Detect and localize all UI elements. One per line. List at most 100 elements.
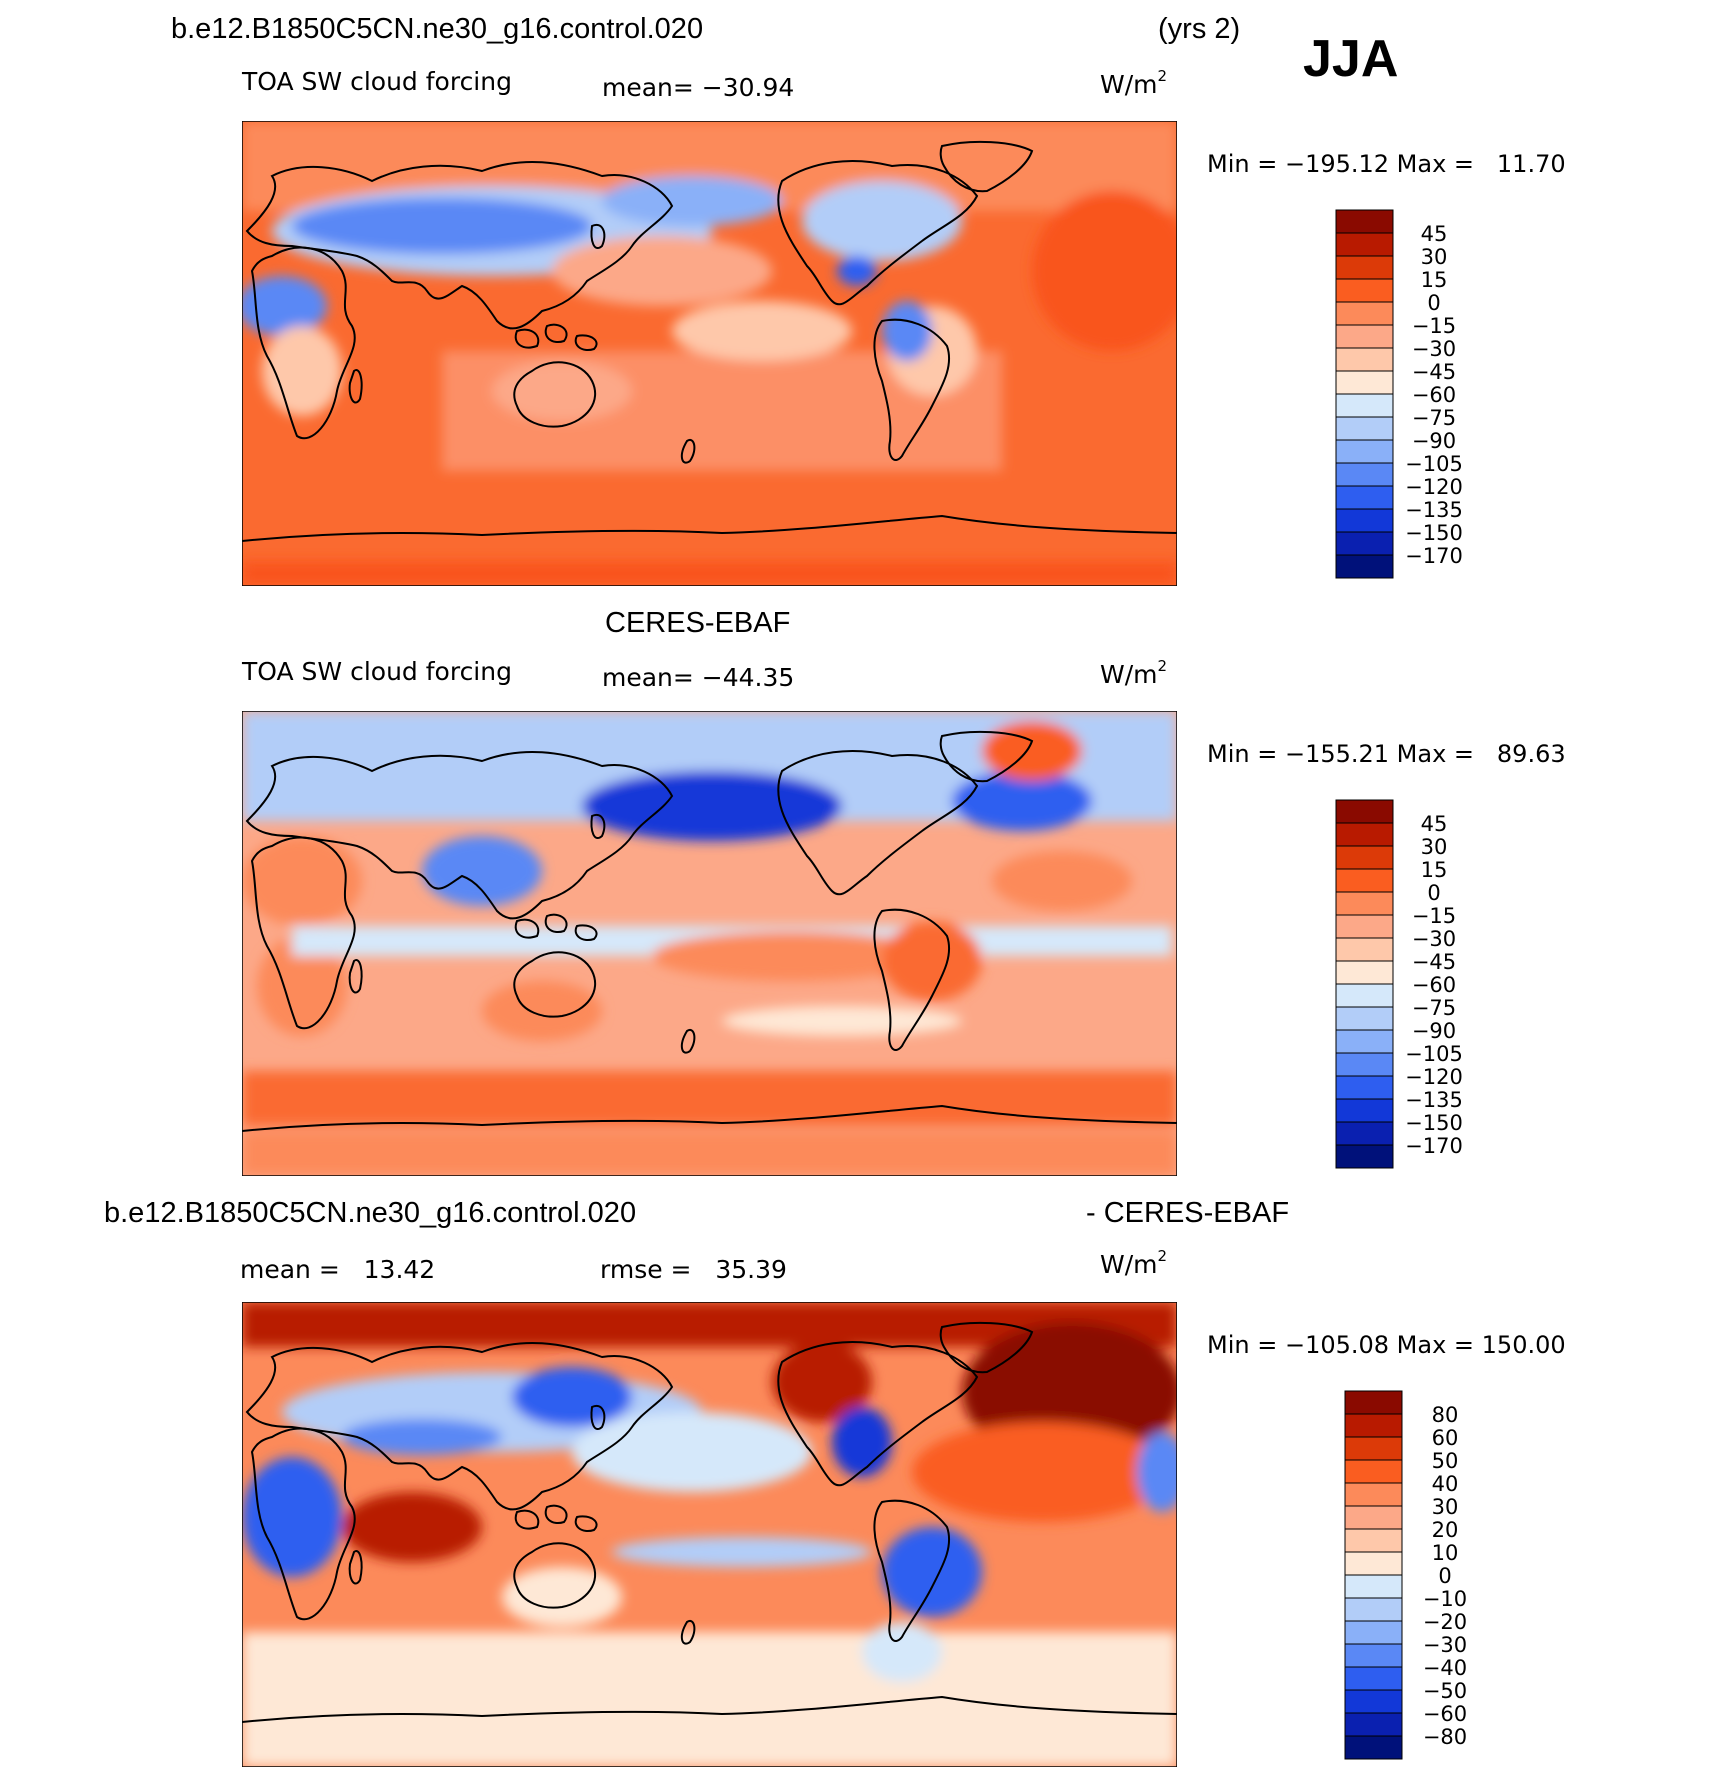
colorbar-swatch xyxy=(1344,1482,1403,1507)
colorbar-label: −90 xyxy=(1412,429,1456,453)
colorbar-swatch xyxy=(1344,1413,1403,1438)
colorbar-swatch xyxy=(1344,1390,1403,1415)
panel-model: TOA SW cloud forcing mean= −30.94 W/m2 xyxy=(241,67,1566,586)
colorbar-label: −30 xyxy=(1423,1633,1467,1657)
panel-rmse: rmse = 35.39 xyxy=(600,1255,787,1284)
map-plot xyxy=(242,711,1177,1176)
colorbar-swatch xyxy=(1344,1574,1403,1599)
colorbar-swatch xyxy=(1335,983,1394,1008)
colorbar-label: 50 xyxy=(1432,1449,1459,1473)
colorbar-swatch xyxy=(1335,370,1394,395)
colorbar-label: −75 xyxy=(1412,996,1456,1020)
panel-title-left: b.e12.B1850C5CN.ne30_g16.control.020 xyxy=(104,1197,636,1229)
colorbar-swatch xyxy=(1335,1144,1394,1169)
panel-variable: TOA SW cloud forcing xyxy=(241,657,512,686)
colorbar-label: −60 xyxy=(1412,973,1456,997)
colorbar-label: 30 xyxy=(1432,1495,1459,1519)
colorbar-label: 45 xyxy=(1421,222,1448,246)
colorbar-label: −75 xyxy=(1412,406,1456,430)
colorbar-label: 0 xyxy=(1438,1564,1451,1588)
colorbar-label: −15 xyxy=(1412,314,1456,338)
colorbar-swatch xyxy=(1335,209,1394,234)
map-plot xyxy=(242,121,1177,586)
colorbar-swatch xyxy=(1335,822,1394,847)
colorbar-label: −135 xyxy=(1405,498,1463,522)
colorbar-swatch xyxy=(1335,301,1394,326)
colorbar-label: −45 xyxy=(1412,950,1456,974)
colorbar-swatch xyxy=(1335,1029,1394,1054)
colorbar-label: −105 xyxy=(1405,1042,1463,1066)
colorbar-swatch xyxy=(1335,1052,1394,1077)
colorbar-swatch xyxy=(1335,960,1394,985)
colorbar-swatch xyxy=(1335,868,1394,893)
colorbar-swatch xyxy=(1344,1551,1403,1576)
panel-minmax: Min = −155.21 Max = 89.63 xyxy=(1207,740,1566,768)
colorbar-label: 40 xyxy=(1432,1472,1459,1496)
colorbar-label: −90 xyxy=(1412,1019,1456,1043)
colorbar-swatch xyxy=(1335,1075,1394,1100)
colorbar-label: 20 xyxy=(1432,1518,1459,1542)
colorbar-swatch xyxy=(1344,1712,1403,1737)
season-label: JJA xyxy=(1303,30,1398,88)
panel-mean: mean = 13.42 xyxy=(240,1255,435,1284)
colorbar-swatch xyxy=(1335,324,1394,349)
colorbar-swatch xyxy=(1335,255,1394,280)
panel-title: CERES-EBAF xyxy=(605,607,790,639)
colorbar-label: 0 xyxy=(1427,881,1440,905)
colorbar-swatch xyxy=(1335,347,1394,372)
colorbar-swatch xyxy=(1335,393,1394,418)
colorbar-label: −20 xyxy=(1423,1610,1467,1634)
colorbar-swatch xyxy=(1335,416,1394,441)
colorbar-swatch xyxy=(1344,1459,1403,1484)
colorbar-label: −135 xyxy=(1405,1088,1463,1112)
panel-minmax: Min = −105.08 Max = 150.00 xyxy=(1207,1331,1566,1359)
colorbar-swatch xyxy=(1335,1006,1394,1031)
colorbar-swatch xyxy=(1335,485,1394,510)
colorbar-label: −10 xyxy=(1423,1587,1467,1611)
colorbar-label: 15 xyxy=(1421,858,1448,882)
panel-title-right: - CERES-EBAF xyxy=(1086,1197,1289,1229)
colorbar-label: 0 xyxy=(1427,291,1440,315)
colorbar-swatch xyxy=(1335,845,1394,870)
colorbar-label: −150 xyxy=(1405,1111,1463,1135)
colorbar-swatch xyxy=(1344,1735,1403,1760)
colorbar-label: −50 xyxy=(1423,1679,1467,1703)
colorbar-label: 80 xyxy=(1432,1403,1459,1427)
panel-units: W/m2 xyxy=(1100,1247,1167,1279)
colorbar-label: 30 xyxy=(1421,835,1448,859)
map-plot xyxy=(242,1302,1177,1767)
colorbar-swatch xyxy=(1335,937,1394,962)
colorbar-label: −60 xyxy=(1423,1702,1467,1726)
colorbar-swatch xyxy=(1335,232,1394,257)
panel-diff: b.e12.B1850C5CN.ne30_g16.control.020 - C… xyxy=(104,1197,1566,1767)
panel-units: W/m2 xyxy=(1100,67,1167,99)
colorbar-swatch xyxy=(1335,799,1394,824)
colorbar-label: −120 xyxy=(1405,1065,1463,1089)
panel-units: W/m2 xyxy=(1100,657,1167,689)
colorbar: 4530150−15−30−45−60−75−90−105−120−135−15… xyxy=(1335,799,1463,1169)
colorbar-label: 30 xyxy=(1421,245,1448,269)
colorbar-swatch xyxy=(1344,1643,1403,1668)
panel-mean: mean= −30.94 xyxy=(602,73,794,102)
colorbar-swatch xyxy=(1335,531,1394,556)
colorbar-label: −150 xyxy=(1405,521,1463,545)
colorbar-swatch xyxy=(1335,439,1394,464)
colorbar-swatch xyxy=(1335,508,1394,533)
panel-mean: mean= −44.35 xyxy=(602,663,794,692)
years-label: (yrs 2) xyxy=(1158,13,1240,45)
colorbar-label: 10 xyxy=(1432,1541,1459,1565)
colorbar-swatch xyxy=(1335,462,1394,487)
colorbar-label: −60 xyxy=(1412,383,1456,407)
case-title: b.e12.B1850C5CN.ne30_g16.control.020 xyxy=(171,13,703,45)
colorbar-label: −170 xyxy=(1405,544,1463,568)
colorbar-swatch xyxy=(1344,1620,1403,1645)
panel-obs: CERES-EBAF TOA SW cloud forcing mean= −4… xyxy=(241,607,1566,1176)
colorbar-label: −30 xyxy=(1412,337,1456,361)
colorbar-swatch xyxy=(1335,891,1394,916)
colorbar-label: 15 xyxy=(1421,268,1448,292)
colorbar: 4530150−15−30−45−60−75−90−105−120−135−15… xyxy=(1335,209,1463,579)
colorbar-swatch xyxy=(1344,1689,1403,1714)
colorbar-label: −170 xyxy=(1405,1134,1463,1158)
colorbar-swatch xyxy=(1335,1121,1394,1146)
